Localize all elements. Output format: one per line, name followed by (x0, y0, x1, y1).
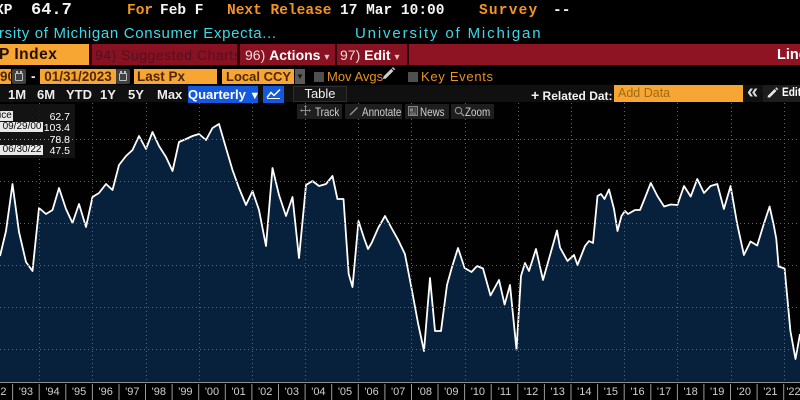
svg-text:'12: '12 (524, 386, 538, 398)
svg-text:'09: '09 (444, 386, 458, 398)
svg-text:'08: '08 (418, 386, 432, 398)
svg-text:'14: '14 (577, 386, 591, 398)
svg-text:'94: '94 (45, 386, 59, 398)
svg-text:'02: '02 (258, 386, 272, 398)
svg-text:'20: '20 (737, 386, 751, 398)
svg-text:'95: '95 (72, 386, 86, 398)
svg-text:'99: '99 (178, 386, 192, 398)
svg-text:'92: '92 (0, 386, 6, 398)
svg-text:'19: '19 (710, 386, 724, 398)
svg-text:'97: '97 (125, 386, 139, 398)
svg-text:'16: '16 (630, 386, 644, 398)
svg-text:'04: '04 (311, 386, 325, 398)
svg-text:'93: '93 (19, 386, 33, 398)
svg-text:'05: '05 (338, 386, 352, 398)
svg-text:'17: '17 (657, 386, 671, 398)
svg-text:'18: '18 (683, 386, 697, 398)
svg-text:'21: '21 (763, 386, 777, 398)
svg-text:'00: '00 (205, 386, 219, 398)
svg-text:'98: '98 (152, 386, 166, 398)
svg-text:'06: '06 (364, 386, 378, 398)
svg-text:'96: '96 (99, 386, 113, 398)
svg-text:'22: '22 (786, 386, 800, 398)
svg-text:'10: '10 (471, 386, 485, 398)
svg-text:'11: '11 (498, 386, 512, 398)
svg-text:'01: '01 (231, 386, 245, 398)
svg-text:'07: '07 (391, 386, 405, 398)
svg-text:'03: '03 (285, 386, 299, 398)
svg-text:'15: '15 (604, 386, 618, 398)
svg-text:'13: '13 (551, 386, 565, 398)
